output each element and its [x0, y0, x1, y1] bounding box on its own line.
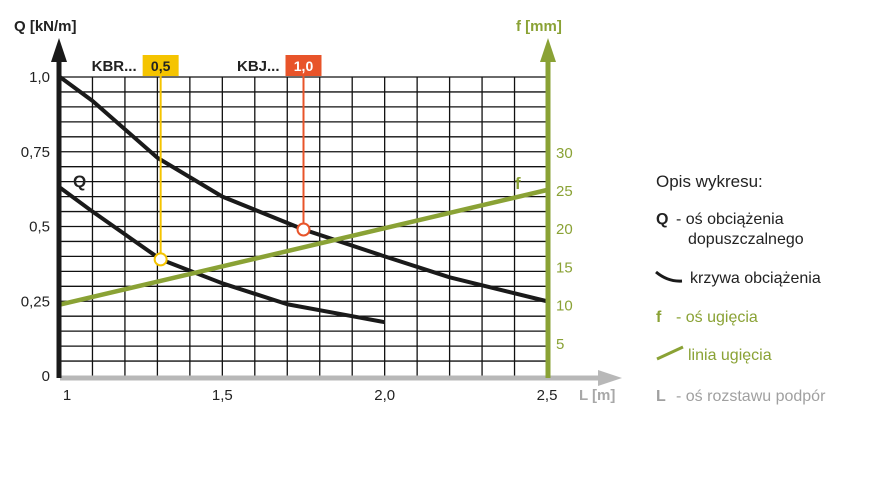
- legend-title: Opis wykresu:: [656, 172, 763, 191]
- legend-f-text: - oś ugięcia: [676, 309, 758, 326]
- legend-curve-icon: [655, 270, 683, 283]
- markers: 0,5 KBR... 1,0 KBJ...: [92, 55, 322, 267]
- x-axis-arrow-icon: [598, 370, 622, 386]
- f-tick-label: 15: [556, 259, 573, 276]
- legend-curve-text: krzywa obciążenia: [690, 270, 821, 287]
- f-tick-label: 10: [556, 298, 573, 315]
- f-line-label: f: [515, 174, 521, 193]
- series-load-curve-1: [58, 186, 386, 325]
- q-tick-label: 0,25: [21, 293, 50, 310]
- marker-value-box: [142, 55, 179, 76]
- series-load-curve-0: [58, 75, 548, 304]
- f-tick-label: 5: [556, 336, 564, 353]
- x-tick-label: 2,5: [537, 387, 558, 404]
- q-axis-arrow-icon: [51, 38, 67, 62]
- f-tick-label: 20: [556, 221, 573, 238]
- legend-q-text: - oś obciążenia: [676, 211, 784, 228]
- x-axis-label: L [m]: [579, 387, 615, 404]
- q-tick-label: 0,75: [21, 144, 50, 161]
- x-tick-label: 1,5: [212, 387, 233, 404]
- marker-value-box: [285, 55, 322, 76]
- q-tick-label: 0: [42, 368, 50, 385]
- x-tick-label: 1: [63, 387, 71, 404]
- legend-line-text: linia ugięcia: [688, 347, 772, 364]
- f-axis-label: f [mm]: [516, 18, 562, 35]
- marker-value-label: 1,0: [294, 58, 314, 74]
- series-layer: [58, 75, 548, 325]
- marker-point: [153, 252, 168, 267]
- legend: Opis wykresu: Q - oś obciążenia dopuszcz…: [655, 172, 826, 405]
- tick-labels: 0 0,25 0,5 0,75 1,0 5 10 15 20 25 30 1 1,5 2,0 2,5: [21, 69, 573, 404]
- f-axis-arrow-icon: [540, 38, 556, 62]
- q-tick-label: 0,5: [29, 219, 50, 236]
- x-tick-label: 2,0: [374, 387, 395, 404]
- legend-key-f: f: [656, 309, 662, 326]
- marker-product-label: KBJ...: [237, 58, 280, 75]
- legend-key-q: Q: [656, 211, 668, 228]
- legend-key-l: L: [656, 388, 666, 405]
- series-deflection-line-2: [59, 187, 548, 307]
- q-axis-label: Q [kN/m]: [14, 18, 77, 35]
- f-tick-label: 30: [556, 145, 573, 162]
- marker-product-label: KBR...: [92, 58, 137, 75]
- f-tick-label: 25: [556, 183, 573, 200]
- marker-point: [296, 222, 311, 237]
- legend-q-text2: dopuszczalnego: [688, 231, 804, 248]
- legend-l-text: - oś rozstawu podpór: [676, 388, 826, 405]
- q-curve-label: Q: [73, 172, 86, 191]
- legend-line-icon: [656, 345, 684, 361]
- q-tick-label: 1,0: [29, 69, 50, 86]
- marker-value-label: 0,5: [151, 58, 171, 74]
